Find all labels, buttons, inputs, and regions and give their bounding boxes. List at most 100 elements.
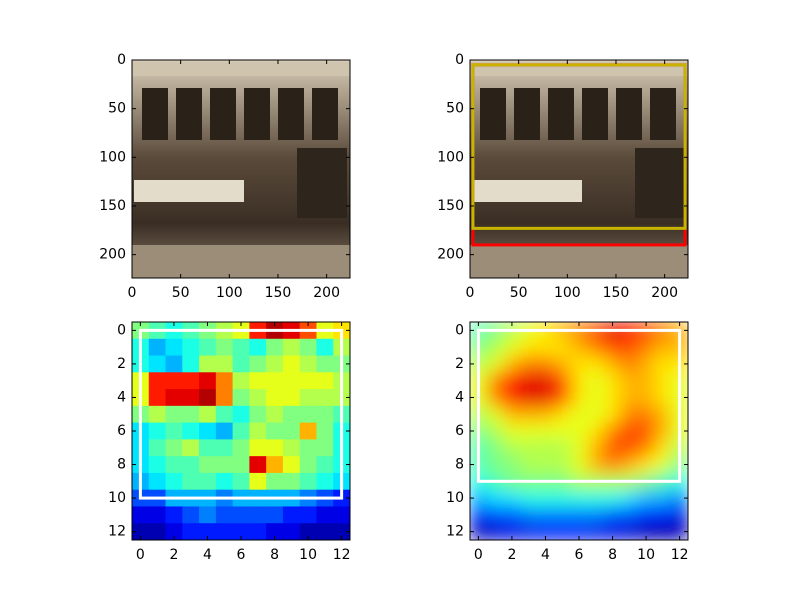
heat-cell xyxy=(570,506,588,524)
heat-cell xyxy=(215,405,234,424)
bounding-box xyxy=(476,328,682,483)
heat-cell xyxy=(299,355,317,373)
x-tick-label: 200 xyxy=(651,285,678,301)
heat-cell xyxy=(486,405,505,424)
heat-cell xyxy=(182,506,200,524)
photo-window xyxy=(548,88,574,140)
heat-cell xyxy=(249,372,267,390)
heat-cell xyxy=(620,489,639,507)
heat-cell xyxy=(520,338,538,357)
heat-cell xyxy=(503,456,521,474)
heat-cell xyxy=(148,472,167,491)
heat-cell xyxy=(299,389,317,407)
heat-cell xyxy=(232,338,250,357)
x-tick-label: 8 xyxy=(608,547,617,563)
heat-cell xyxy=(148,372,167,390)
heat-cell xyxy=(570,523,588,540)
heat-cell xyxy=(587,355,605,373)
x-tick-label: 50 xyxy=(510,285,528,301)
heat-cell xyxy=(249,389,267,407)
heat-cell xyxy=(604,439,622,457)
x-tick-label: 6 xyxy=(575,547,584,563)
heat-cell xyxy=(537,405,555,424)
heat-cell xyxy=(553,372,572,390)
heat-cell xyxy=(266,456,284,474)
heat-cell xyxy=(232,472,250,491)
heat-cell xyxy=(604,405,622,424)
heat-cell xyxy=(232,506,250,524)
heat-cell xyxy=(316,523,334,540)
y-tick-label: 12 xyxy=(108,524,126,540)
photo-window xyxy=(650,88,676,140)
photo-window xyxy=(142,88,168,140)
heat-cell xyxy=(182,439,200,457)
heat-cell xyxy=(503,405,521,424)
heat-cell xyxy=(587,439,605,457)
heat-cell xyxy=(316,422,334,440)
heat-cell xyxy=(620,422,639,440)
heat-cell xyxy=(620,338,639,357)
heat-cell xyxy=(182,372,200,390)
heat-cell xyxy=(520,456,538,474)
photo-sign xyxy=(472,180,582,202)
heat-cell xyxy=(249,472,267,491)
heat-cell xyxy=(587,338,605,357)
heat-cell xyxy=(266,355,284,373)
heat-cell xyxy=(199,372,217,390)
heat-cell xyxy=(654,506,672,524)
heat-cell xyxy=(199,389,217,407)
heat-cell xyxy=(570,372,588,390)
heat-cell xyxy=(604,506,622,524)
heat-cell xyxy=(520,523,538,540)
y-tick-label: 0 xyxy=(117,52,126,68)
heat-cell xyxy=(654,422,672,440)
photo-window xyxy=(244,88,270,140)
photo-ground xyxy=(470,245,688,278)
heat-cell xyxy=(604,372,622,390)
axes-frame xyxy=(469,59,689,279)
heat-cell xyxy=(671,506,688,524)
heat-cell xyxy=(604,456,622,474)
heat-cell xyxy=(282,422,301,440)
heat-cell xyxy=(299,523,317,540)
heat-cell xyxy=(215,355,234,373)
heat-cell xyxy=(333,523,350,540)
heat-cell xyxy=(637,389,655,407)
heat-cell xyxy=(215,372,234,390)
x-tick-label: 6 xyxy=(237,547,246,563)
heat-cell xyxy=(165,422,183,440)
heat-cell xyxy=(637,355,655,373)
heat-cell xyxy=(266,338,284,357)
heat-cell xyxy=(199,506,217,524)
heat-cell xyxy=(587,456,605,474)
heat-cell xyxy=(282,338,301,357)
heat-cell xyxy=(486,422,505,440)
x-tick-label: 0 xyxy=(136,547,145,563)
heat-cell xyxy=(587,506,605,524)
x-tick-label: 150 xyxy=(265,285,292,301)
heat-cell xyxy=(503,506,521,524)
x-tick-label: 0 xyxy=(466,285,475,301)
heat-cell xyxy=(182,355,200,373)
heat-cell xyxy=(199,338,217,357)
heat-cell xyxy=(232,439,250,457)
heat-cell xyxy=(570,439,588,457)
heat-cell xyxy=(553,389,572,407)
heat-cell xyxy=(570,355,588,373)
photo-roof xyxy=(132,62,350,76)
x-tick-label: 150 xyxy=(603,285,630,301)
x-tick-label: 100 xyxy=(216,285,243,301)
y-tick-label: 50 xyxy=(446,101,464,117)
heat-cell xyxy=(132,506,150,524)
y-tick-label: 200 xyxy=(437,247,464,263)
heat-cell xyxy=(604,389,622,407)
heat-cell xyxy=(654,523,672,540)
heat-cell xyxy=(553,506,572,524)
heatmap xyxy=(470,322,688,540)
heat-cell xyxy=(282,523,301,540)
x-tick-label: 200 xyxy=(313,285,340,301)
heat-cell xyxy=(654,456,672,474)
heat-cell xyxy=(587,523,605,540)
heat-cell xyxy=(199,405,217,424)
heat-cell xyxy=(316,472,334,491)
